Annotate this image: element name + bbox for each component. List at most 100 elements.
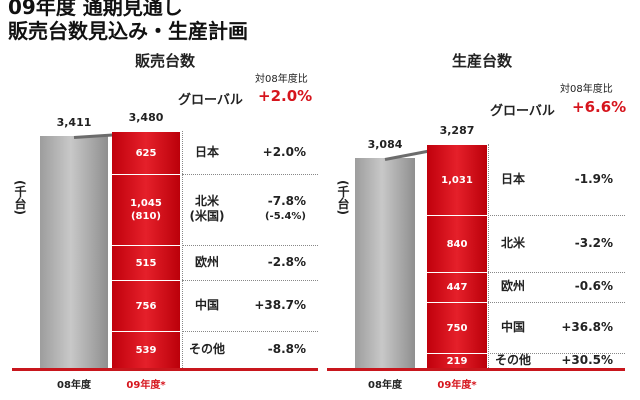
total-label-prev: 3,411 <box>56 116 92 130</box>
region-change-2: -2.8% <box>232 255 306 270</box>
bar-segment-0: 625 <box>112 131 180 174</box>
comparison-header: 対08年度比 <box>560 84 613 95</box>
segment-value-label: 539 <box>112 344 180 357</box>
comparison-header: 対08年度比 <box>255 74 308 85</box>
row-divider-3 <box>182 331 318 333</box>
bar-segment-2: 447 <box>427 271 487 303</box>
region-name: 北米 <box>194 194 219 209</box>
chart-title: 生産台数 <box>452 52 513 70</box>
x-tick-label-prev: 08年度 <box>368 380 402 391</box>
segment-value: 750 <box>446 323 468 335</box>
region-name-0: 日本 <box>488 172 538 187</box>
bar-segment-3: 756 <box>112 279 180 332</box>
x-tick-label-curr: 09年度* <box>437 380 477 391</box>
region-change-4: +30.5% <box>552 353 613 368</box>
table-divider <box>488 144 489 368</box>
bar-segment-1: 1,045 (810) <box>112 173 180 245</box>
region-change-1: -3.2% <box>552 236 613 251</box>
region-change-0: -1.9% <box>552 172 613 187</box>
region-name-3: 中国 <box>488 320 538 335</box>
region-name: その他 <box>494 353 531 368</box>
bar-segment-0: 1,031 <box>427 144 487 215</box>
bar-prev-year <box>355 158 415 368</box>
chart-title: 販売台数 <box>135 52 196 70</box>
region-name: 中国 <box>194 298 219 313</box>
region-change: +38.7% <box>254 298 306 313</box>
global-change: +6.6% <box>572 98 627 116</box>
bar-segment-4: 219 <box>427 353 487 368</box>
region-change: -1.9% <box>574 172 613 187</box>
segment-value-label: 219 <box>427 355 487 368</box>
row-divider-0 <box>488 214 625 216</box>
segment-value: 756 <box>135 301 157 313</box>
region-name-0: 日本 <box>182 145 232 160</box>
x-tick-label-curr: 09年度* <box>126 380 166 391</box>
region-change: +2.0% <box>262 145 306 160</box>
segment-value-label: 840 <box>427 238 487 251</box>
row-divider-2 <box>488 302 625 304</box>
region-name: 北米 <box>500 235 525 250</box>
segment-value: 840 <box>446 238 468 250</box>
segment-value-label: 625 <box>112 147 180 160</box>
region-name-4: その他 <box>488 353 538 368</box>
segment-value-label: 756 <box>112 300 180 313</box>
row-divider-1 <box>488 271 625 273</box>
region-name: 中国 <box>500 320 525 335</box>
segment-value: 1,031 <box>441 175 473 187</box>
region-name-1: 北米 <box>488 236 538 251</box>
region-name-2: 欧州 <box>182 255 232 270</box>
bar-segment-1: 840 <box>427 214 487 272</box>
total-label-curr: 3,480 <box>128 111 164 125</box>
bar-segment-3: 750 <box>427 302 487 354</box>
region-change: -2.8% <box>267 254 306 269</box>
x-axis-baseline <box>327 368 625 371</box>
region-name-4: その他 <box>182 342 232 357</box>
total-label-prev: 3,084 <box>367 138 403 152</box>
total-label-curr: 3,287 <box>439 124 475 138</box>
row-divider-2 <box>182 279 318 281</box>
region-change-3: +36.8% <box>552 320 613 335</box>
y-axis-label: (千台) <box>13 180 27 215</box>
row-divider-0 <box>182 173 318 175</box>
region-name: 欧州 <box>194 254 219 269</box>
row-divider-3 <box>488 353 625 355</box>
region-change-4: -8.8% <box>232 342 306 357</box>
region-change: -7.8% <box>267 194 306 209</box>
region-name: その他 <box>188 342 225 357</box>
region-change-2: -0.6% <box>552 279 613 294</box>
region-change: -0.6% <box>574 279 613 294</box>
segment-value: 539 <box>135 345 157 357</box>
segment-value: 515 <box>135 257 157 269</box>
bar-segment-2: 515 <box>112 244 180 280</box>
segment-value: 625 <box>135 148 157 160</box>
row-divider-1 <box>182 244 318 246</box>
bar-segment-4: 539 <box>112 331 180 368</box>
segment-value-label: 1,031 <box>427 174 487 187</box>
region-change: +30.5% <box>561 353 613 368</box>
region-change: -3.2% <box>574 235 613 250</box>
x-tick-label-prev: 08年度 <box>57 380 91 391</box>
page-title: 販売台数見込み・生産計画 <box>8 19 248 43</box>
segment-value-label: 1,045 (810) <box>112 197 180 223</box>
global-change: +2.0% <box>258 87 313 105</box>
global-label: グローバル <box>490 104 555 119</box>
table-divider <box>182 131 183 368</box>
region-change: -8.8% <box>267 342 306 357</box>
region-sub-name: (米国) <box>189 209 225 224</box>
segment-value: 447 <box>446 282 468 294</box>
region-change-0: +2.0% <box>232 145 306 160</box>
region-name: 日本 <box>194 145 219 160</box>
segment-sub-value: (810) <box>130 211 161 223</box>
region-name-1: 北米 (米国) <box>182 194 232 224</box>
page-title-period: 09年度 通期見通し <box>8 0 183 19</box>
region-change-1: -7.8% (-5.4%) <box>232 194 306 224</box>
region-name-3: 中国 <box>182 298 232 313</box>
y-axis-label: (千台) <box>336 180 350 215</box>
region-name: 欧州 <box>500 279 525 294</box>
segment-value-label: 447 <box>427 281 487 294</box>
segment-value: 1,045 <box>130 198 162 210</box>
global-label: グローバル <box>178 93 243 108</box>
segment-value: 219 <box>446 356 468 368</box>
region-name-2: 欧州 <box>488 279 538 294</box>
region-change: +36.8% <box>561 320 613 335</box>
